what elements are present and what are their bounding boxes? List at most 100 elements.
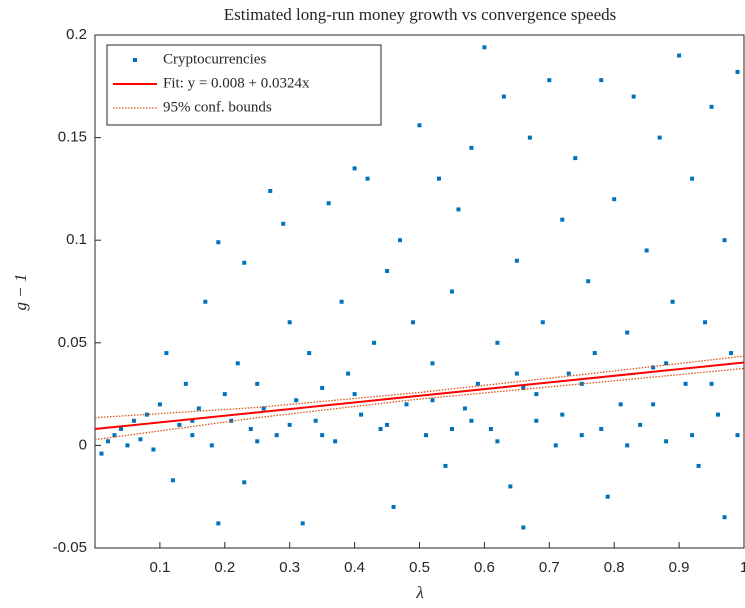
conf-bound-lower (94, 367, 745, 441)
point (430, 398, 435, 403)
point (281, 221, 286, 226)
legend-label: Fit: y = 0.008 + 0.0324x (163, 75, 310, 91)
point (443, 463, 448, 468)
point (482, 45, 487, 50)
x-tick-label: 0.1 (149, 559, 170, 576)
point (683, 381, 688, 386)
point (664, 439, 669, 444)
point (456, 207, 461, 212)
point (670, 299, 675, 304)
point (508, 484, 513, 489)
data-layer (94, 45, 745, 530)
point (365, 176, 370, 181)
point (131, 418, 136, 423)
point (125, 443, 130, 448)
y-tick-label: 0 (79, 436, 87, 453)
chart-title: Estimated long-run money growth vs conve… (224, 5, 616, 24)
point (657, 135, 662, 140)
point (501, 94, 506, 99)
point (644, 248, 649, 253)
point (553, 443, 558, 448)
point (385, 268, 390, 273)
point (417, 123, 422, 128)
point (449, 426, 454, 431)
point (469, 145, 474, 150)
x-tick-label: 0.6 (474, 559, 495, 576)
point (183, 381, 188, 386)
point (475, 381, 480, 386)
point (651, 365, 656, 370)
x-tick-label: 0.8 (604, 559, 625, 576)
point (599, 78, 604, 83)
point (313, 418, 318, 423)
point (560, 412, 565, 417)
point (651, 402, 656, 407)
point (592, 351, 597, 356)
point (690, 176, 695, 181)
point (534, 418, 539, 423)
point (579, 433, 584, 438)
point (274, 433, 279, 438)
point (287, 320, 292, 325)
point (586, 279, 591, 284)
point (599, 426, 604, 431)
point (391, 504, 396, 509)
point (521, 385, 526, 390)
point (436, 176, 441, 181)
point (346, 371, 351, 376)
point (209, 443, 214, 448)
point (703, 320, 708, 325)
point (112, 433, 117, 438)
point (514, 371, 519, 376)
legend-label: 95% conf. bounds (163, 99, 272, 115)
point (320, 433, 325, 438)
point (722, 238, 727, 243)
point (638, 422, 643, 427)
point (99, 451, 104, 456)
point (566, 371, 571, 376)
point (138, 437, 143, 442)
point (151, 447, 156, 452)
x-tick-label: 0.9 (669, 559, 690, 576)
x-tick-label: 1 (740, 559, 745, 576)
point (307, 351, 312, 356)
point (385, 422, 390, 427)
legend-label: Cryptocurrencies (163, 51, 266, 67)
point (631, 94, 636, 99)
point (190, 433, 195, 438)
point (235, 361, 240, 366)
point (242, 260, 247, 265)
point (540, 320, 545, 325)
point (488, 426, 493, 431)
point (372, 340, 377, 345)
point (735, 433, 740, 438)
point (709, 104, 714, 109)
fit-line (94, 361, 745, 430)
point (514, 258, 519, 263)
point (690, 433, 695, 438)
point (352, 166, 357, 171)
point (495, 439, 500, 444)
point (625, 443, 630, 448)
point (170, 478, 175, 483)
point (320, 385, 325, 390)
point (573, 156, 578, 161)
point (222, 392, 227, 397)
y-tick-label: 0.15 (58, 129, 87, 146)
point (664, 361, 669, 366)
point (287, 422, 292, 427)
point (449, 289, 454, 294)
point (709, 381, 714, 386)
point (560, 217, 565, 222)
point (255, 439, 260, 444)
point (261, 406, 266, 411)
x-tick-label: 0.5 (409, 559, 430, 576)
point (300, 521, 305, 526)
point (268, 188, 273, 193)
x-tick-label: 0.3 (279, 559, 300, 576)
point (216, 521, 221, 526)
point (534, 392, 539, 397)
point (248, 426, 253, 431)
point (326, 201, 331, 206)
